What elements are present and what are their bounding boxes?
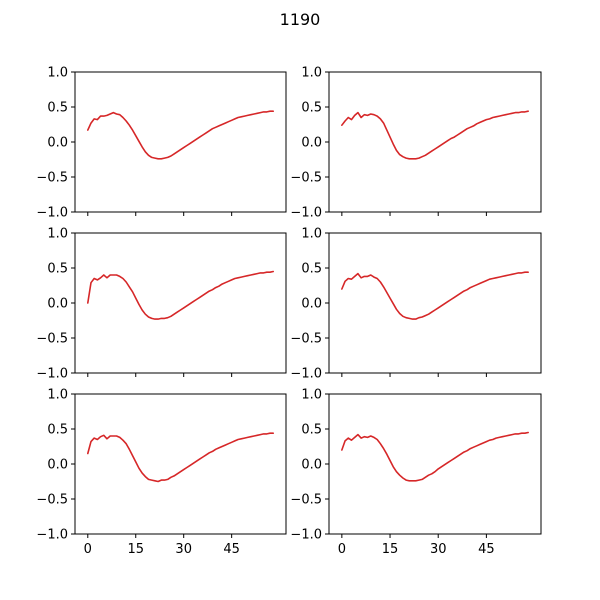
y-tick-label: 0.5 (47, 101, 68, 116)
y-tick-label: 0.0 (47, 136, 68, 151)
x-tick-label: 0 (338, 542, 346, 557)
subplot-1: −1.0 −0.5 0.0 0.5 1.0 (36, 66, 287, 221)
y-tick-label: 1.0 (47, 227, 68, 242)
series-line (341, 431, 529, 482)
y-tick-label: 1.0 (301, 388, 322, 403)
x-tick-label: 30 (175, 542, 192, 557)
axes-frame (74, 393, 287, 535)
series-line (341, 110, 529, 160)
y-tick-label: 1.0 (301, 227, 322, 242)
y-tick-label: −1.0 (290, 528, 322, 543)
x-tick-label: 45 (478, 542, 495, 557)
axes-frame (328, 71, 542, 213)
y-tick-label: 0.5 (47, 262, 68, 277)
axes-frame (328, 232, 542, 374)
series-line (86, 110, 275, 160)
subplot-grid: −1.0 −0.5 0.0 0.5 1.0 −1.0 −0.5 0.0 0.5 1.0 −1.0 −0… (36, 66, 542, 557)
subplot-5: −1.0 −0.5 0.0 0.5 1.0 0 15 30 45 (36, 388, 287, 557)
subplot-2: −1.0 −0.5 0.0 0.5 1.0 (290, 66, 542, 221)
y-tick-label: 1.0 (47, 388, 68, 403)
y-tick-label: 1.0 (301, 66, 322, 81)
subplot-6: −1.0 −0.5 0.0 0.5 1.0 0 15 30 45 (290, 388, 542, 557)
y-tick-label: −0.5 (36, 332, 68, 347)
y-tick-label: 0.0 (47, 458, 68, 473)
y-tick-label: −1.0 (290, 206, 322, 221)
y-tick-label: 0.5 (301, 101, 322, 116)
axes-frame (328, 393, 542, 535)
y-tick-label: −0.5 (36, 493, 68, 508)
axes-frame (74, 232, 287, 374)
y-tick-label: 0.0 (301, 136, 322, 151)
y-tick-label: −1.0 (36, 206, 68, 221)
y-tick-label: 1.0 (47, 66, 68, 81)
x-tick-label: 30 (430, 542, 447, 557)
series-line (86, 270, 275, 320)
y-tick-label: −0.5 (290, 493, 322, 508)
figure-title: 1190 (280, 10, 321, 29)
y-tick-label: −1.0 (36, 367, 68, 382)
x-tick-label: 0 (84, 542, 92, 557)
y-tick-label: −0.5 (290, 171, 322, 186)
y-tick-label: 0.5 (47, 423, 68, 438)
subplot-4: −1.0 −0.5 0.0 0.5 1.0 (290, 227, 542, 382)
axes-frame (74, 71, 287, 213)
series-line (86, 432, 275, 483)
series-line (341, 271, 529, 320)
y-tick-label: 0.0 (301, 458, 322, 473)
x-tick-label: 45 (223, 542, 240, 557)
y-tick-label: 0.5 (301, 262, 322, 277)
y-tick-label: 0.5 (301, 423, 322, 438)
y-tick-label: −1.0 (290, 367, 322, 382)
y-tick-label: −0.5 (290, 332, 322, 347)
x-tick-label: 15 (382, 542, 399, 557)
subplot-3: −1.0 −0.5 0.0 0.5 1.0 (36, 227, 287, 382)
x-tick-label: 15 (127, 542, 144, 557)
y-tick-label: −0.5 (36, 171, 68, 186)
y-tick-label: 0.0 (301, 297, 322, 312)
y-tick-label: −1.0 (36, 528, 68, 543)
y-tick-label: 0.0 (47, 297, 68, 312)
